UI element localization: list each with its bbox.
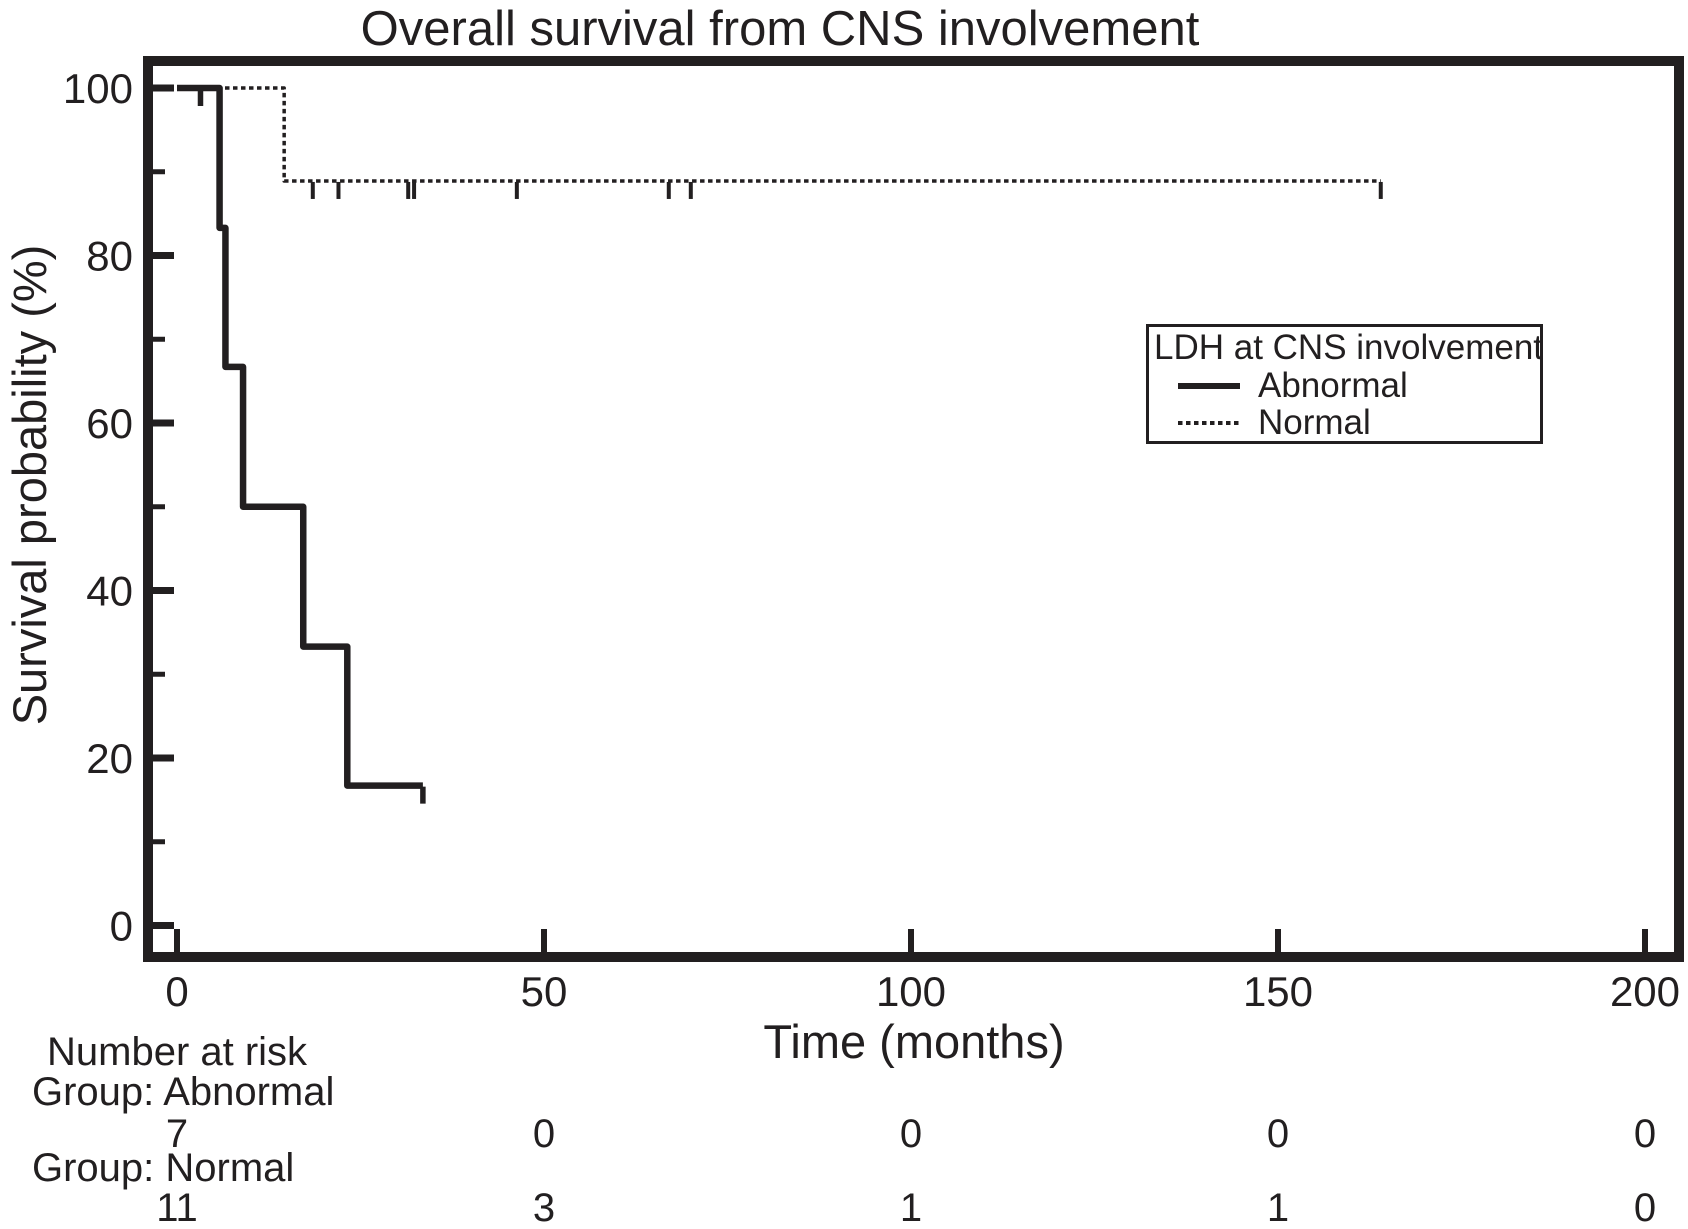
legend-label-abnormal: Abnormal <box>1258 365 1408 405</box>
svg-text:80: 80 <box>86 233 133 280</box>
y-tick-labels: 100 80 60 40 20 0 <box>63 65 133 950</box>
svg-text:50: 50 <box>521 968 568 1015</box>
legend-item-abnormal: Abnormal <box>1149 365 1540 405</box>
plot-border <box>143 56 1684 962</box>
svg-text:0: 0 <box>110 903 133 950</box>
x-tick-labels: 0 50 100 150 200 <box>165 968 1680 1015</box>
svg-text:60: 60 <box>86 400 133 447</box>
svg-text:100: 100 <box>876 968 946 1015</box>
x-axis-title: Time (months) <box>763 1015 1065 1068</box>
x-axis-ticks <box>174 929 1648 953</box>
svg-text:200: 200 <box>1610 968 1680 1015</box>
risk-count-abnormal-200: 0 <box>1634 1112 1656 1156</box>
risk-count-normal-200: 0 <box>1634 1186 1656 1229</box>
risk-group-normal-label: Group: Normal <box>32 1146 295 1190</box>
risk-count-normal-0: 11 <box>156 1186 198 1229</box>
risk-table-numbers: 7 0 0 0 011 3 1 1 0 <box>156 1112 1656 1229</box>
censor-marks <box>197 89 1383 804</box>
svg-text:40: 40 <box>86 568 133 615</box>
risk-count-abnormal-150: 0 <box>1267 1112 1289 1156</box>
risk-count-abnormal-50: 0 <box>533 1112 555 1156</box>
y-axis-ticks <box>151 84 174 929</box>
svg-text:150: 150 <box>1243 968 1313 1015</box>
curve-normal <box>177 86 1381 183</box>
svg-text:100: 100 <box>63 65 133 112</box>
legend-item-normal: Normal <box>1149 402 1540 442</box>
svg-text:20: 20 <box>86 735 133 782</box>
survival-curves <box>177 84 1381 789</box>
risk-count-abnormal-0: 7 <box>166 1112 188 1156</box>
risk-count-normal-50: 3 <box>533 1186 555 1229</box>
risk-group-abnormal-label: Group: Abnormal <box>32 1070 335 1114</box>
risk-count-abnormal-100: 0 <box>900 1112 922 1156</box>
risk-count-normal-100: 1 <box>900 1186 922 1229</box>
curve-abnormal <box>177 84 423 789</box>
legend-title: LDH at CNS involvement <box>1154 328 1544 367</box>
legend-box: LDH at CNS involvement Abnormal Normal <box>1146 324 1543 444</box>
chart-title: Overall survival from CNS involvement <box>360 2 1200 56</box>
risk-count-normal-150: 1 <box>1267 1186 1289 1229</box>
solid-line-swatch-icon <box>1178 382 1240 389</box>
svg-text:0: 0 <box>165 968 188 1015</box>
risk-table-heading: Number at risk <box>47 1030 308 1074</box>
dotted-line-swatch-icon <box>1178 420 1240 425</box>
legend-label-normal: Normal <box>1258 402 1371 442</box>
